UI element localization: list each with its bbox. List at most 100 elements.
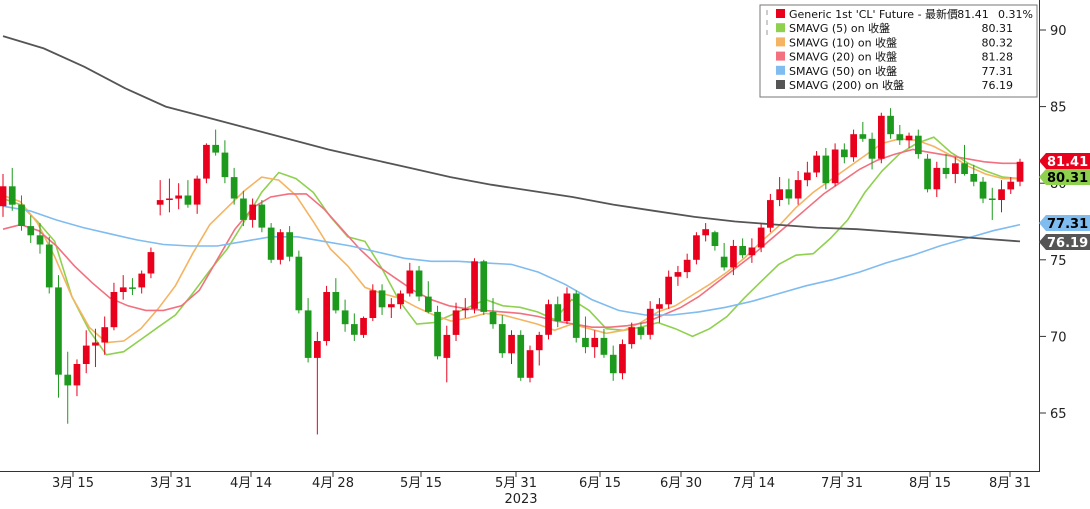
legend-label: SMAVG (50) on 收盤: [789, 64, 897, 78]
legend-entry: SMAVG (5) on 收盤 80.31: [776, 21, 1013, 35]
candle: [212, 129, 219, 156]
candle: [905, 132, 913, 148]
candle: [767, 193, 774, 233]
legend-value: 80.32: [982, 36, 1014, 49]
legend: Generic 1st 'CL' Future - 最新價 81.41 0.31%S…: [759, 4, 1038, 98]
series-line-2: [2, 148, 1020, 328]
candle: [896, 124, 904, 145]
legend-entry: Generic 1st 'CL' Future - 最新價 81.41 0.31%: [776, 7, 1033, 21]
candle: [425, 281, 432, 314]
legend-value: 76.19: [982, 79, 1014, 92]
candle: [1007, 177, 1015, 194]
candle: [693, 232, 700, 265]
legend-change: 0.31%: [998, 8, 1033, 21]
candle: [397, 290, 404, 309]
candle: [406, 262, 414, 297]
y-tick-label: 75: [1050, 254, 1067, 269]
legend-swatch: [776, 23, 785, 33]
candle: [295, 250, 303, 314]
candle: [175, 183, 182, 210]
candle: [646, 301, 654, 340]
candle: [443, 325, 451, 383]
candle: [952, 157, 959, 184]
candle: [794, 170, 802, 205]
last-value-tag-text: 80.31: [1047, 171, 1088, 186]
candle: [915, 129, 922, 159]
legend-value: 80.31: [982, 22, 1014, 35]
candle: [286, 226, 293, 262]
candle: [637, 322, 645, 340]
candle: [480, 259, 488, 315]
legend-swatch: [776, 9, 785, 18]
candle: [82, 330, 90, 374]
candle: [341, 299, 349, 332]
x-tick-label: 5月 15: [400, 476, 442, 491]
candle: [8, 167, 16, 211]
candle: [203, 143, 210, 184]
moving-average-lines: [2, 35, 1021, 356]
candle: [804, 161, 811, 187]
candle: [711, 230, 719, 251]
candle: [878, 112, 885, 164]
candle: [600, 328, 608, 358]
legend-label: Generic 1st 'CL' Future - 最新價: [789, 7, 958, 21]
candle: [415, 265, 423, 302]
candle: [841, 143, 848, 164]
candle: [193, 175, 201, 214]
candle: [979, 177, 987, 204]
x-tick-label: 8月 31: [989, 476, 1031, 491]
candle: [739, 238, 746, 259]
candle: [230, 167, 238, 205]
legend-value: 81.41: [957, 8, 989, 21]
last-value-tag-text: 76.19: [1047, 236, 1088, 251]
candle: [73, 359, 81, 397]
legend-label: SMAVG (20) on 收盤: [789, 50, 897, 64]
x-tick-label: 7月 31: [821, 476, 863, 491]
candle: [591, 330, 599, 358]
x-tick-label: 7月 14: [733, 476, 775, 491]
candle: [850, 129, 857, 162]
legend-box: [759, 4, 1038, 98]
candle: [110, 282, 118, 331]
candle: [64, 351, 72, 424]
legend-entry: SMAVG (10) on 收盤 80.32: [776, 35, 1013, 49]
candle: [323, 285, 330, 346]
candle: [221, 140, 229, 184]
candle: [776, 177, 783, 207]
candle: [868, 132, 876, 170]
candle: [924, 154, 931, 193]
candle: [101, 316, 109, 355]
last-value-tag: 77.31: [1039, 215, 1090, 232]
legend-label: SMAVG (10) on 收盤: [789, 35, 897, 49]
legend-swatch: [776, 80, 785, 89]
candle: [0, 174, 7, 217]
year-label: 2023: [504, 492, 537, 507]
candle: [277, 229, 284, 265]
candle: [619, 339, 626, 380]
x-tick-label: 3月 15: [52, 476, 94, 491]
last-value-tag: 76.19: [1039, 234, 1090, 251]
x-tick-label: 4月 28: [312, 476, 354, 491]
candle: [184, 180, 192, 208]
x-tick-label: 4月 14: [230, 476, 272, 491]
candle: [665, 270, 672, 309]
candle: [582, 316, 589, 354]
y-tick-label: 85: [1050, 101, 1067, 116]
legend-label: SMAVG (5) on 收盤: [789, 21, 890, 35]
candle: [434, 305, 441, 360]
legend-entry: SMAVG (50) on 收盤 77.31: [776, 64, 1013, 78]
candle: [554, 296, 562, 328]
y-tick-label: 90: [1050, 24, 1067, 39]
candle: [813, 151, 820, 178]
last-value-tag: 81.41: [1039, 153, 1090, 170]
legend-swatch: [776, 65, 785, 75]
x-axis-ticks: 3月 15 3月 31 4月 14 4月 28 5月 15 5月 31 6月 15 6月 30…: [52, 471, 1031, 491]
candle: [258, 200, 266, 233]
y-tick-label: 70: [1050, 330, 1067, 345]
candle: [18, 195, 25, 231]
candle: [156, 180, 164, 216]
series-line-0: [2, 136, 1021, 356]
candle: [304, 298, 312, 363]
candle: [489, 298, 497, 329]
candle: [822, 147, 830, 190]
